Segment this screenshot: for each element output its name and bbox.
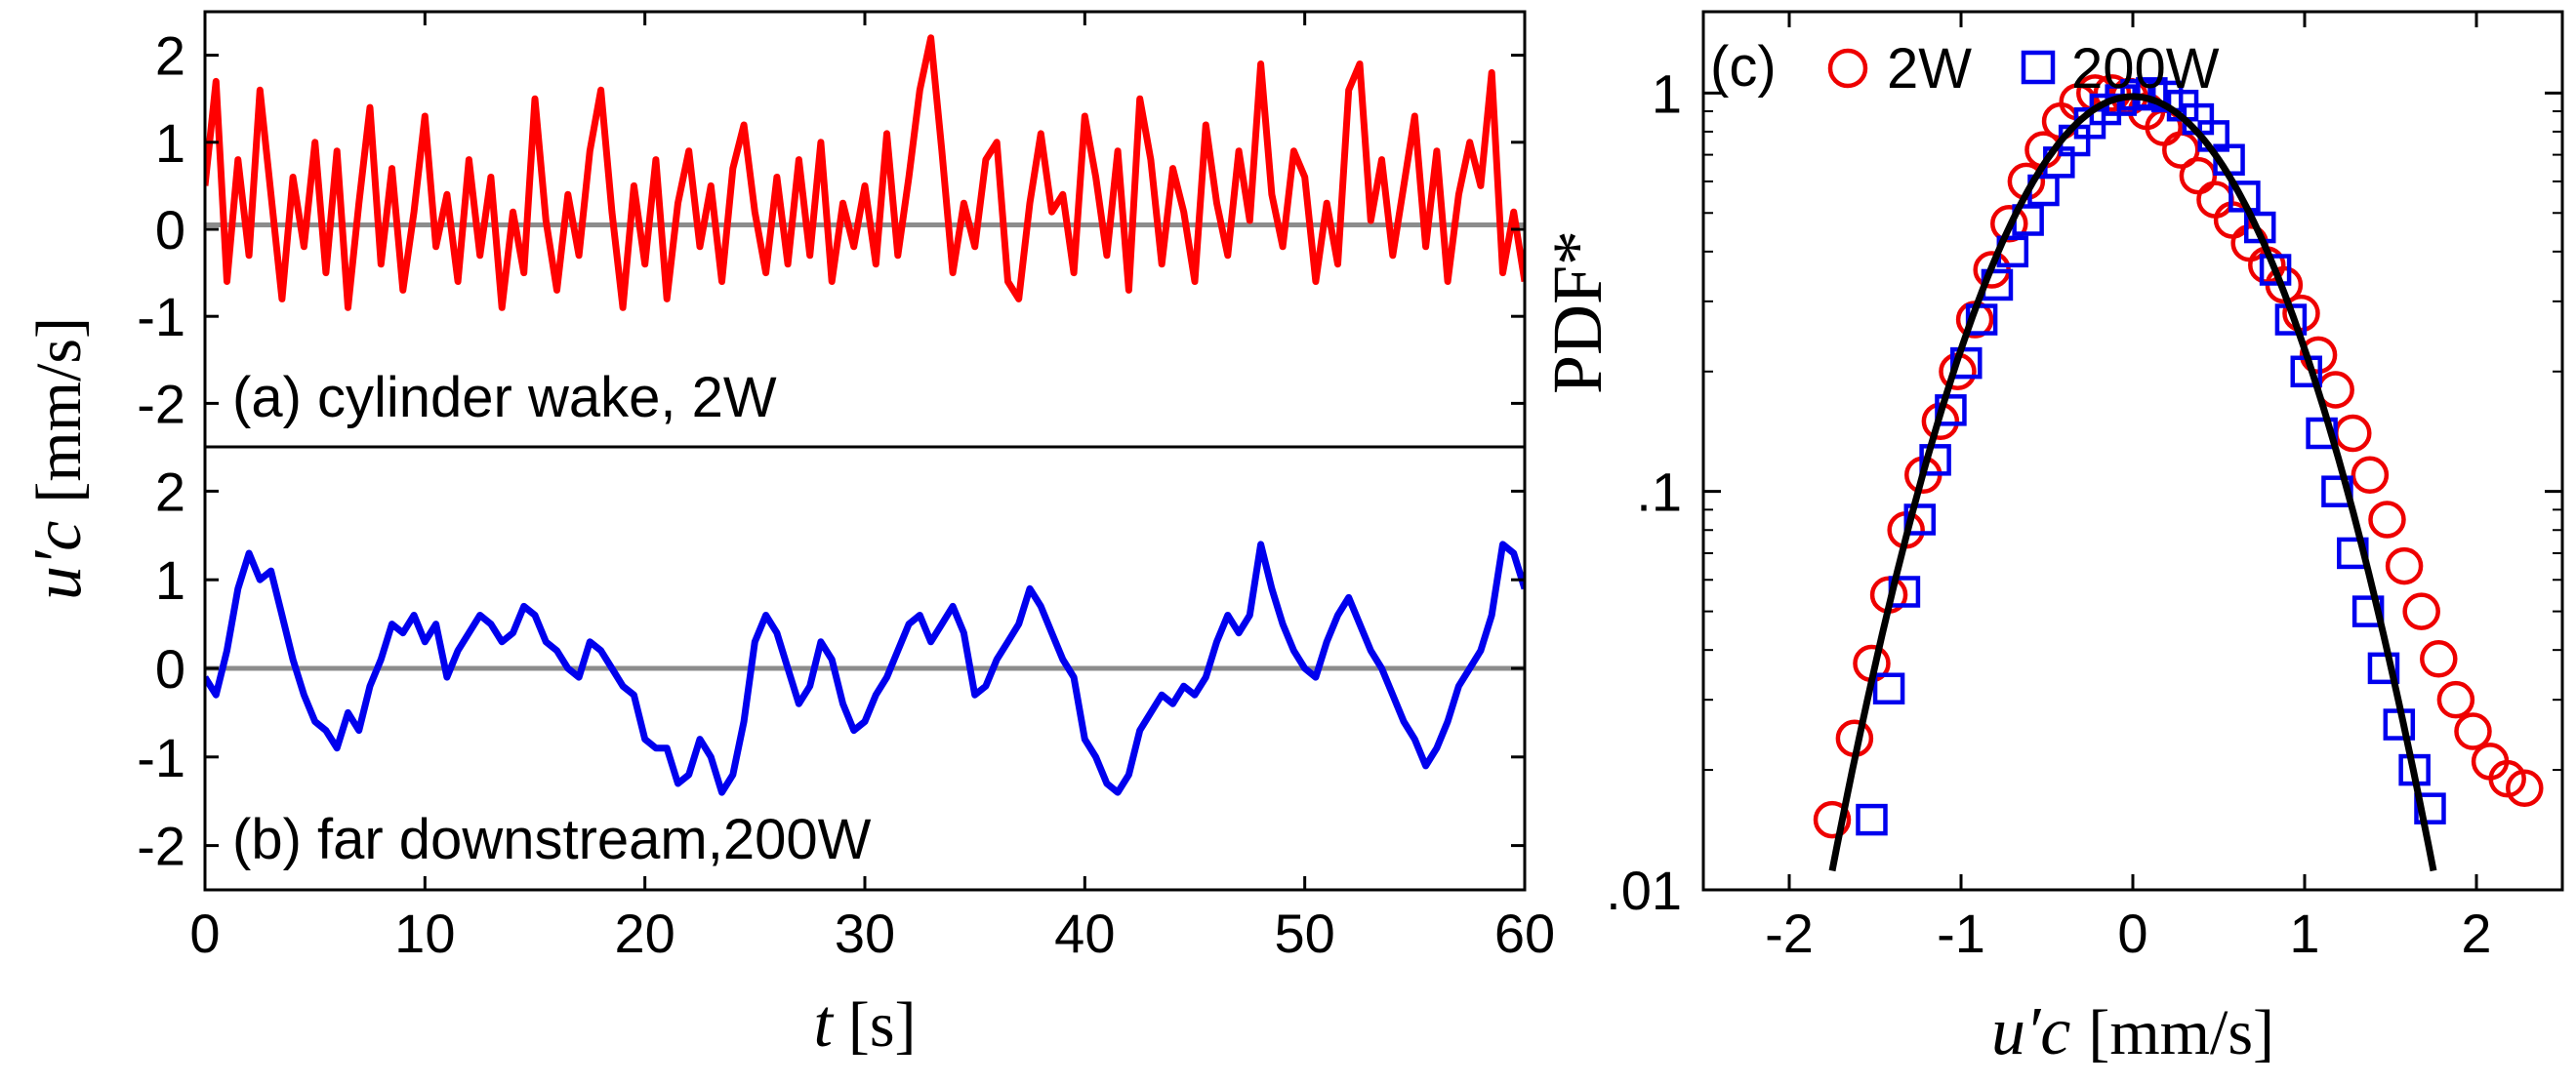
panel-c: .01 .1 1 -2 -1 0 1 2 (c) 2W 200W <box>1606 10 2564 964</box>
panel-c-frame <box>1701 10 2564 892</box>
panel-a-yticks: -2 -1 0 1 2 <box>137 12 1527 434</box>
pdf-2w-point <box>2385 546 2424 585</box>
left-y-axis-label: u′c [mm/s] <box>20 317 96 600</box>
panel-a-ytick-label: 1 <box>155 112 185 174</box>
panel-a-annotation: (a) cylinder wake, 2W <box>232 366 777 429</box>
panel-b-xtick-label: 30 <box>835 903 895 964</box>
pdf-200w-point <box>2351 595 2385 627</box>
panel-c-legend: 2W 200W <box>1827 37 2220 100</box>
pdf-2w-point <box>2179 156 2218 195</box>
panel-b-xlabel-unit: [s] <box>848 989 917 1061</box>
legend-2w-label: 2W <box>1887 37 1972 100</box>
pdf-200w-point <box>1950 346 1983 380</box>
panel-c-yticks: .01 .1 1 <box>1606 62 2562 921</box>
panel-a-series-line-1 <box>205 34 1525 311</box>
panel-c-ytick-label: 1 <box>1652 62 1682 124</box>
svg-text:u′c [mm/s]: u′c [mm/s] <box>20 317 96 600</box>
panel-b-series <box>205 541 1525 796</box>
panel-b-xtick-label: 40 <box>1054 903 1115 964</box>
pdf-2w-point <box>2368 501 2406 539</box>
panel-b-ytick-label: 0 <box>155 638 185 700</box>
panel-c-xtick-label: -1 <box>1937 903 1985 964</box>
pdf-200w-point <box>2259 254 2292 286</box>
pdf-2w-point <box>2436 680 2475 719</box>
panel-b-xtick-label: 10 <box>394 903 455 964</box>
panel-b-xtick-label: 60 <box>1494 903 1555 964</box>
panel-c-xlabel-symbol: u′c <box>1991 994 2070 1069</box>
pdf-200w-point <box>1935 394 1967 426</box>
svg-text:u′c [mm/s]: u′c [mm/s] <box>1991 994 2274 1069</box>
left-ylabel-symbol: u′c <box>20 521 96 600</box>
pdf-2w-point <box>1813 800 1852 839</box>
left-ylabel-unit: [mm/s] <box>23 317 95 503</box>
panel-c-xticks: -2 -1 0 1 2 <box>1765 12 2492 964</box>
pdf-gaussian-fit-line <box>1828 93 2437 872</box>
panel-b-ytick-label: 1 <box>155 549 185 611</box>
pdf-200w-point <box>2414 792 2446 824</box>
panel-b-xtick-label: 20 <box>615 903 675 964</box>
legend-200w-label: 200W <box>2071 37 2220 100</box>
panel-b: -2 -1 0 1 2 0 10 20 30 40 50 60 (b) far downstream… <box>137 445 1555 964</box>
panel-a: -2 -1 0 1 2 (a) cylinder wake, 2W <box>137 10 1527 449</box>
panel-c-ytick-label: .01 <box>1606 860 1682 921</box>
legend-2w-marker <box>1827 48 1868 89</box>
panel-c-xtick-label: 1 <box>2289 903 2319 964</box>
pdf-2w-point <box>2196 181 2234 219</box>
panel-c-xtick-label: 2 <box>2461 903 2491 964</box>
pdf-2w-point <box>2162 131 2200 169</box>
pdf-2w-point <box>2093 74 2132 112</box>
panel-c-xtick-label: -2 <box>1765 903 1814 964</box>
pdf-2w-point <box>2454 712 2492 750</box>
pdf-2w-point <box>2402 592 2440 630</box>
panel-b-annotation: (b) far downstream,200W <box>232 808 872 871</box>
panel-c-annotation: (c) <box>1710 35 1777 99</box>
panel-a-ytick-label: -1 <box>137 286 185 347</box>
pdf-2w-point <box>2351 456 2390 495</box>
panel-a-ytick-label: 0 <box>155 199 185 261</box>
pdf-2w-point <box>1990 204 2028 243</box>
panel-b-series-line-1 <box>205 541 1525 796</box>
panel-b-xtick-label: 50 <box>1275 903 1335 964</box>
panel-a-ytick-label: -2 <box>137 373 185 434</box>
panel-c-ytick-label: .1 <box>1636 462 1682 523</box>
panel-c-ylabel: PDF* <box>1538 230 1616 394</box>
pdf-200w-point <box>1903 503 1937 536</box>
panel-a-ytick-label: 2 <box>155 25 185 87</box>
panel-a-series <box>205 34 1525 311</box>
panel-b-ytick-label: -1 <box>137 727 185 788</box>
panel-b-ytick-label: -2 <box>137 816 185 877</box>
panel-c-xtick-label: 0 <box>2117 903 2147 964</box>
pdf-200w-point <box>1872 672 1905 704</box>
panel-b-x-axis-label: t [s] <box>813 986 916 1062</box>
pdf-200w-point <box>2367 652 2400 685</box>
panel-c-y-axis-label: PDF* <box>1538 230 1616 394</box>
legend-200w-marker <box>2021 50 2056 85</box>
panel-b-xticks: 0 10 20 30 40 50 60 <box>189 876 1555 964</box>
pdf-2w-point <box>2334 414 2372 453</box>
panel-c-xlabel-unit: [mm/s] <box>2088 997 2274 1068</box>
panel-b-yticks: -2 -1 0 1 2 <box>137 461 1525 877</box>
pdf-200w-point <box>1919 444 1951 476</box>
panel-c-series <box>1813 74 2544 872</box>
panel-c-x-axis-label: u′c [mm/s] <box>1991 994 2274 1069</box>
pdf-200w-point <box>1856 803 1888 836</box>
pdf-200w-point <box>2306 417 2338 450</box>
pdf-2w-point <box>2420 640 2458 678</box>
panel-b-ytick-label: 2 <box>155 461 185 522</box>
panel-b-xlabel-symbol: t <box>813 986 834 1062</box>
panel-b-xtick-label: 0 <box>189 903 220 964</box>
svg-text:t [s]: t [s] <box>813 986 916 1062</box>
pdf-2w-point <box>2506 769 2544 808</box>
